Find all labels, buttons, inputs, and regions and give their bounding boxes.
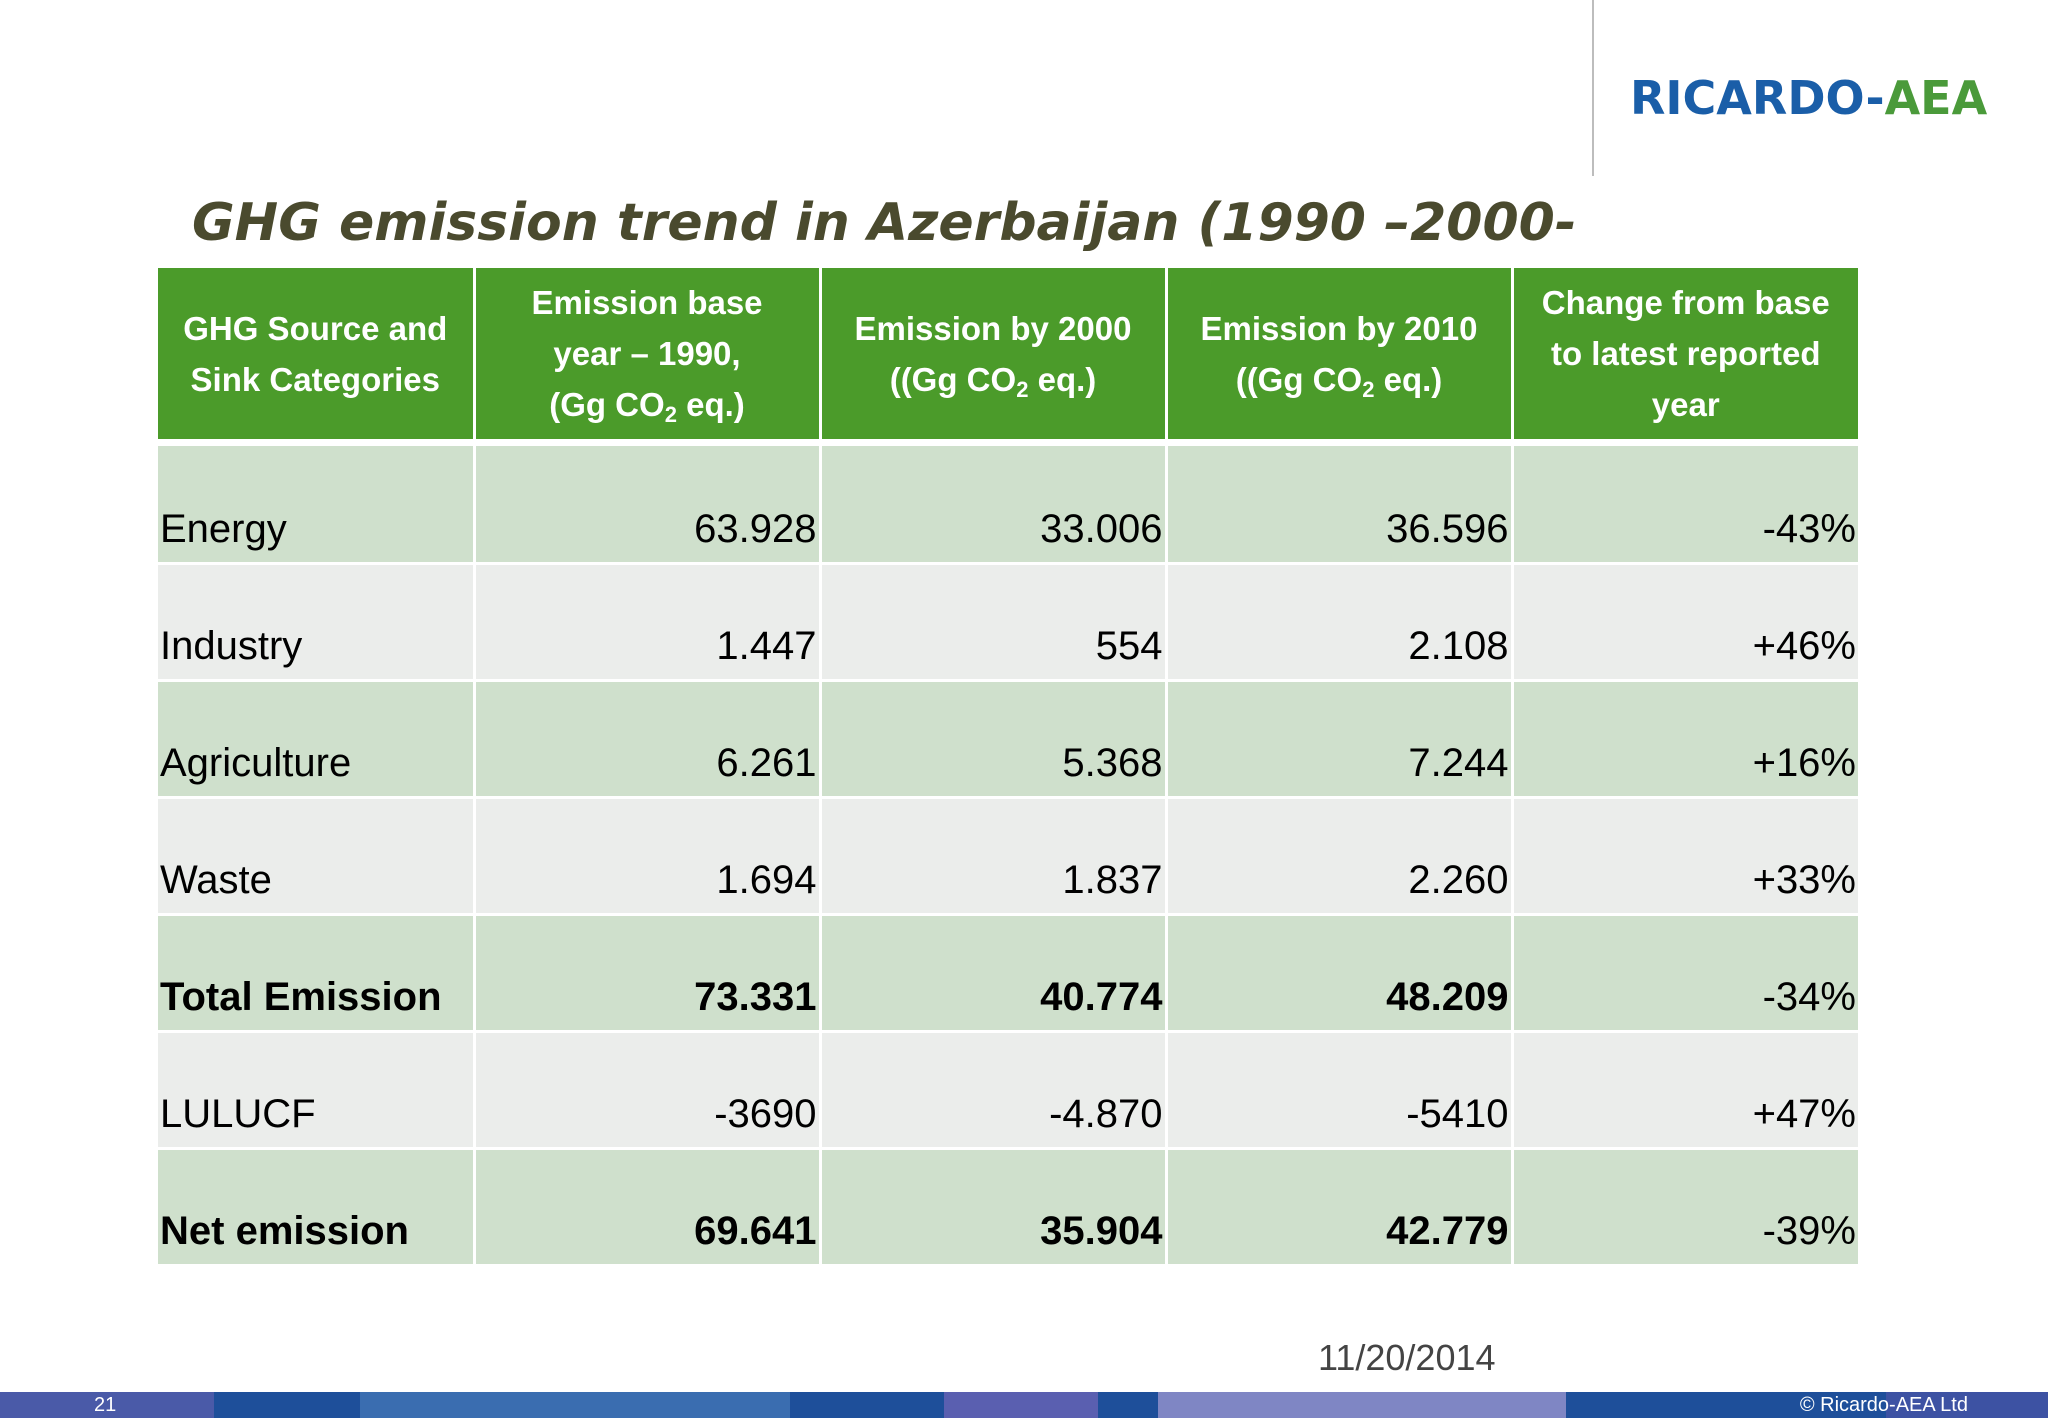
table-row-net-emission: Net emission 69.641 35.904 42.779 -39% <box>158 1148 1858 1267</box>
cell-category: Waste <box>158 797 476 916</box>
header-emission-2010: Emission by 2010 ((Gg CO2 eq.) <box>1166 268 1514 439</box>
logo-dash: - <box>1865 71 1885 125</box>
cell-emission-2000: 554 <box>820 563 1168 682</box>
copyright-text: © Ricardo-AEA Ltd <box>1799 1394 1968 1416</box>
cell-change: +33% <box>1512 797 1858 916</box>
footer-segment <box>0 1392 214 1418</box>
cell-emission-2010: 48.209 <box>1166 914 1514 1033</box>
cell-base-1990: 69.641 <box>474 1148 822 1267</box>
footer-segment <box>1566 1392 1886 1418</box>
table-row-agriculture: Agriculture 6.261 5.368 7.244 +16% <box>158 680 1858 799</box>
cell-change: +16% <box>1512 680 1858 799</box>
slide-title: GHG emission trend in Azerbaijan (1990 –… <box>192 193 1577 253</box>
footer-segment <box>1098 1392 1158 1418</box>
footer-segment <box>944 1392 1098 1418</box>
header-category: GHG Source and Sink Categories <box>158 268 476 439</box>
footer-segment <box>214 1392 360 1418</box>
cell-change: -43% <box>1512 446 1858 565</box>
header-change: Change from base to latest reported year <box>1512 268 1858 439</box>
footer-segment <box>1886 1392 2048 1418</box>
cell-change: +46% <box>1512 563 1858 682</box>
cell-emission-2000: 5.368 <box>820 680 1168 799</box>
table-row-total-emission: Total Emission 73.331 40.774 48.209 -34% <box>158 914 1858 1033</box>
page-number: 21 <box>94 1394 117 1416</box>
cell-change: +47% <box>1512 1031 1858 1150</box>
logo-text-ricardo: RICARDO <box>1630 71 1866 125</box>
cell-base-1990: -3690 <box>474 1031 822 1150</box>
ricardo-aea-logo: RICARDO-AEA <box>1630 68 1987 128</box>
table-row-waste: Waste 1.694 1.837 2.260 +33% <box>158 797 1858 916</box>
cell-category: LULUCF <box>158 1031 476 1150</box>
cell-base-1990: 1.447 <box>474 563 822 682</box>
table-spacer <box>158 439 1858 446</box>
cell-base-1990: 6.261 <box>474 680 822 799</box>
footer-segment <box>1158 1392 1566 1418</box>
cell-change: -39% <box>1512 1148 1858 1267</box>
emissions-table: GHG Source and Sink Categories Emission … <box>158 268 1858 1267</box>
table-header-row: GHG Source and Sink Categories Emission … <box>158 268 1858 439</box>
cell-emission-2010: -5410 <box>1166 1031 1514 1150</box>
table-row-lulucf: LULUCF -3690 -4.870 -5410 +47% <box>158 1031 1858 1150</box>
cell-base-1990: 73.331 <box>474 914 822 1033</box>
logo-text-aea: AEA <box>1884 71 1988 125</box>
footer-segment <box>790 1392 944 1418</box>
cell-emission-2000: 33.006 <box>820 446 1168 565</box>
cell-emission-2000: 35.904 <box>820 1148 1168 1267</box>
cell-emission-2000: 1.837 <box>820 797 1168 916</box>
cell-category: Total Emission <box>158 914 476 1033</box>
cell-emission-2010: 36.596 <box>1166 446 1514 565</box>
footer-segment <box>360 1392 790 1418</box>
cell-category: Net emission <box>158 1148 476 1267</box>
cell-category: Agriculture <box>158 680 476 799</box>
cell-base-1990: 1.694 <box>474 797 822 916</box>
slide-date: 11/20/2014 <box>1318 1337 1496 1378</box>
header-emission-2000: Emission by 2000 ((Gg CO2 eq.) <box>820 268 1168 439</box>
table-row-energy: Energy 63.928 33.006 36.596 -43% <box>158 446 1858 565</box>
cell-emission-2010: 2.260 <box>1166 797 1514 916</box>
cell-emission-2010: 7.244 <box>1166 680 1514 799</box>
cell-emission-2010: 2.108 <box>1166 563 1514 682</box>
footer-bar <box>0 1392 2048 1418</box>
cell-emission-2000: -4.870 <box>820 1031 1168 1150</box>
table-row-industry: Industry 1.447 554 2.108 +46% <box>158 563 1858 682</box>
header-divider <box>1592 0 1594 176</box>
cell-change: -34% <box>1512 914 1858 1033</box>
cell-category: Energy <box>158 446 476 565</box>
cell-emission-2010: 42.779 <box>1166 1148 1514 1267</box>
header-base-1990: Emission base year – 1990, (Gg CO2 eq.) <box>474 268 822 439</box>
cell-emission-2000: 40.774 <box>820 914 1168 1033</box>
cell-category: Industry <box>158 563 476 682</box>
cell-base-1990: 63.928 <box>474 446 822 565</box>
